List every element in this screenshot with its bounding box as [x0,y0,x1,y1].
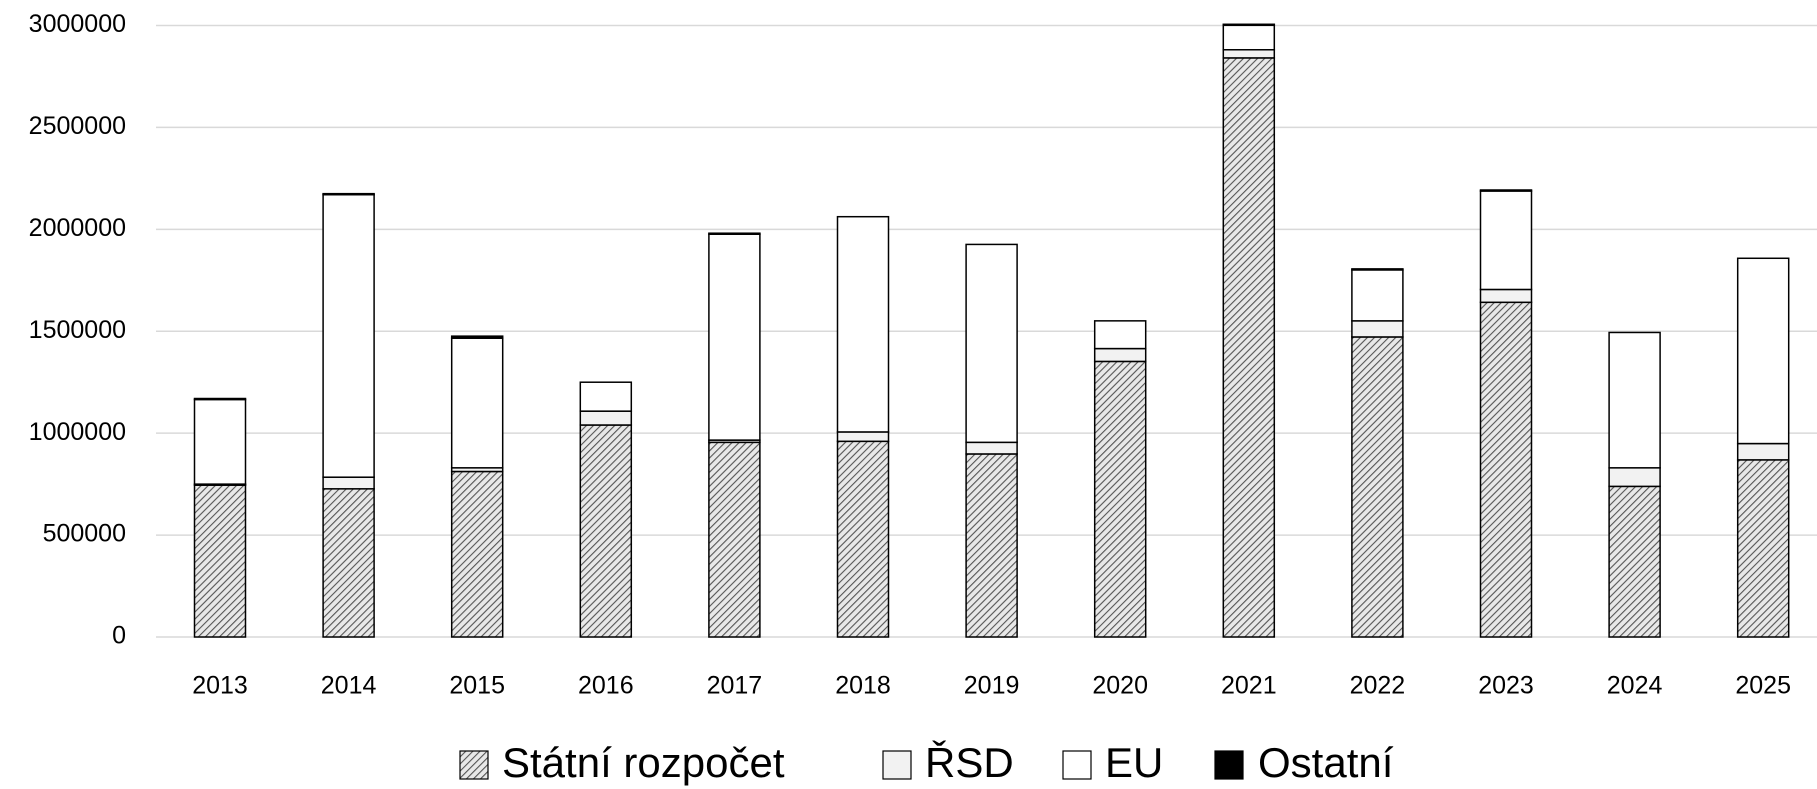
bar-segment [322,192,375,196]
bar-segment [322,488,375,638]
bar-segment [1608,331,1661,469]
bar-segment [836,431,890,443]
legend-marker [1214,750,1244,780]
legend-label: Státní rozpočet [502,739,785,786]
bar-segment [708,232,761,235]
y-tick-label: 1500000 [29,316,126,344]
bar-segment [965,243,1018,444]
bar-segment [1479,190,1533,291]
x-tick-label: 2013 [192,672,248,700]
bar-segment [1351,269,1404,322]
bar-segment [1479,288,1533,304]
bar-segment [1736,459,1790,638]
x-tick-label: 2019 [964,672,1020,700]
y-tick-label: 1000000 [29,418,126,446]
bar-segment [579,381,633,412]
bar-segment [1736,257,1790,445]
bar-segment [1222,23,1276,27]
legend-label: Ostatní [1258,739,1394,786]
bar-segment [1093,320,1147,350]
bar-segment [708,441,761,638]
x-tick-label: 2015 [449,672,505,700]
x-tick-label: 2023 [1478,672,1534,700]
bar-segment [1479,301,1533,638]
bar-segment [1093,360,1147,638]
y-tick-label: 500000 [43,520,126,548]
x-tick-label: 2024 [1607,672,1663,700]
legend-label: ŘSD [925,739,1014,786]
bar-segment [1608,485,1661,638]
bar-segment [836,215,890,433]
y-tick-label: 3000000 [29,10,126,38]
bar-segment [1093,347,1147,363]
bar-segment [450,470,504,638]
x-tick-label: 2021 [1221,672,1277,700]
bar-segment [193,484,247,638]
bar-segment [579,410,633,426]
legend-marker [459,750,489,780]
bar-segment [1351,320,1404,338]
bar-segment [193,397,247,401]
x-tick-label: 2014 [321,672,377,700]
bar-segment [965,453,1018,638]
bar-segment [708,233,761,441]
bar-segment [579,424,633,638]
bar-segment [450,335,504,339]
bar-segment [1479,189,1533,192]
legend-marker [882,750,912,780]
x-tick-label: 2017 [707,672,763,700]
bar-segment [836,440,890,638]
x-tick-label: 2016 [578,672,634,700]
bar-segment [193,398,247,485]
x-tick-label: 2022 [1350,672,1406,700]
x-tick-label: 2020 [1092,672,1148,700]
bar-segment [1222,24,1276,51]
bar-segment [322,476,375,490]
y-tick-label: 2000000 [29,214,126,242]
legend-label: EU [1105,739,1163,786]
bar-segment [450,337,504,469]
bar-segment [1222,49,1276,59]
bar-segment [1351,336,1404,638]
legend-marker [1062,750,1092,780]
bar-segment [965,441,1018,455]
bar-segment [1222,57,1276,638]
bar-segment [1351,268,1404,271]
x-tick-label: 2025 [1735,672,1791,700]
x-tick-label: 2018 [835,672,891,700]
y-tick-label: 2500000 [29,112,126,140]
y-tick-label: 0 [112,622,126,650]
bar-segment [1736,442,1790,461]
bar-segment [1608,467,1661,488]
bar-segment [322,193,375,478]
